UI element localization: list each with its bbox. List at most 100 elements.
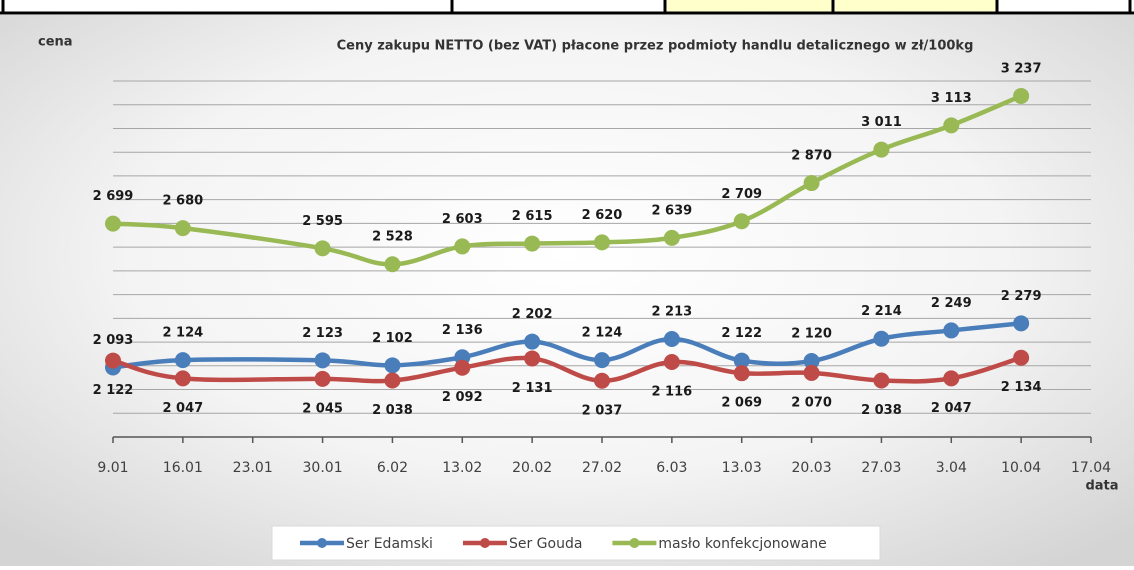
x-tick-label: 30.01 (303, 460, 343, 476)
data-label: 2 213 (651, 304, 692, 319)
x-tick-label: 13.02 (442, 460, 482, 476)
legend-label: masło konfekcjonowane (658, 536, 826, 552)
data-label: 2 214 (861, 304, 902, 319)
point (594, 352, 610, 369)
data-label: 2 123 (302, 326, 343, 341)
x-tick-label: 9.01 (97, 460, 128, 476)
point (314, 240, 331, 257)
data-label: 2 093 (93, 333, 134, 348)
data-label: 2 134 (1001, 380, 1042, 395)
point (733, 352, 750, 369)
data-label: 2 699 (93, 189, 134, 204)
point (873, 330, 890, 347)
x-tick-label: 10.04 (1001, 460, 1041, 476)
point (524, 333, 541, 350)
point (174, 220, 191, 237)
x-tick-label: 6.02 (377, 460, 408, 476)
point (873, 372, 890, 389)
point (314, 352, 331, 369)
point (524, 235, 541, 252)
data-label: 2 615 (512, 209, 553, 224)
data-label: 2 603 (442, 212, 483, 227)
point (1013, 87, 1030, 104)
point (663, 330, 680, 347)
point (733, 365, 750, 382)
data-label: 2 102 (372, 331, 413, 346)
legend-label: Ser Gouda (509, 536, 582, 552)
point (314, 370, 331, 387)
legend-label: Ser Edamski (346, 536, 433, 552)
point (733, 213, 750, 230)
point (943, 117, 960, 134)
point (384, 372, 401, 389)
point (454, 359, 471, 376)
point (454, 238, 471, 255)
point (594, 372, 610, 389)
data-label: 3 011 (861, 115, 902, 130)
data-label: 2 120 (791, 327, 832, 342)
data-label: 3 113 (931, 91, 972, 106)
point (384, 256, 401, 273)
data-label: 2 639 (651, 203, 692, 218)
data-label: 2 124 (582, 326, 623, 341)
legend-box (271, 525, 881, 561)
data-label: 2 045 (302, 401, 343, 416)
chart-title: Ceny zakupu NETTO (bez VAT) płacone prze… (337, 39, 974, 54)
point (174, 352, 191, 369)
data-label: 2 279 (1001, 289, 1042, 304)
point (594, 234, 610, 251)
data-label: 2 528 (372, 230, 413, 245)
x-tick-label: 17.04 (1071, 460, 1111, 476)
data-label: 3 237 (1001, 61, 1042, 76)
data-label: 2 122 (721, 326, 762, 341)
table-fragment (0, 0, 1134, 15)
point (803, 175, 820, 192)
legend-marker (479, 538, 490, 548)
data-label: 2 038 (372, 403, 413, 418)
data-label: 2 595 (302, 214, 343, 229)
data-label: 2 047 (162, 401, 203, 416)
data-label: 2 131 (512, 381, 553, 396)
x-tick-label: 6.03 (656, 460, 687, 476)
data-label: 2 709 (721, 187, 762, 202)
data-label: 2 122 (93, 383, 134, 398)
point (384, 357, 401, 374)
data-label: 2 620 (582, 208, 623, 223)
data-label: 2 249 (931, 296, 972, 311)
point (663, 354, 680, 371)
data-label: 2 092 (442, 390, 483, 405)
point (105, 215, 121, 232)
data-label: 2 116 (651, 385, 692, 400)
point (524, 350, 541, 367)
x-tick-label: 27.03 (861, 460, 901, 476)
data-label: 2 870 (791, 149, 832, 164)
point (1013, 315, 1030, 332)
point (663, 229, 680, 246)
point (803, 353, 820, 370)
point (174, 370, 191, 387)
point (1013, 349, 1030, 366)
data-label: 2 047 (931, 401, 972, 416)
x-tick-label: 27.02 (582, 460, 622, 476)
data-label: 2 070 (791, 395, 832, 410)
x-tick-label: 20.03 (792, 460, 832, 476)
x-tick-label: 20.02 (512, 460, 552, 476)
point (873, 141, 890, 158)
data-label: 2 124 (162, 326, 203, 341)
point (803, 364, 820, 381)
data-label: 2 069 (721, 396, 762, 411)
y-axis-label: cena (38, 35, 73, 50)
point (943, 322, 960, 339)
x-axis-label: data (1085, 479, 1118, 494)
point (105, 352, 121, 369)
data-label: 2 202 (512, 307, 553, 322)
data-label: 2 037 (582, 403, 623, 418)
data-label: 2 038 (861, 403, 902, 418)
legend-marker (629, 538, 640, 548)
x-tick-label: 16.01 (163, 460, 203, 476)
legend-marker (317, 538, 327, 548)
data-label: 2 680 (162, 194, 203, 209)
